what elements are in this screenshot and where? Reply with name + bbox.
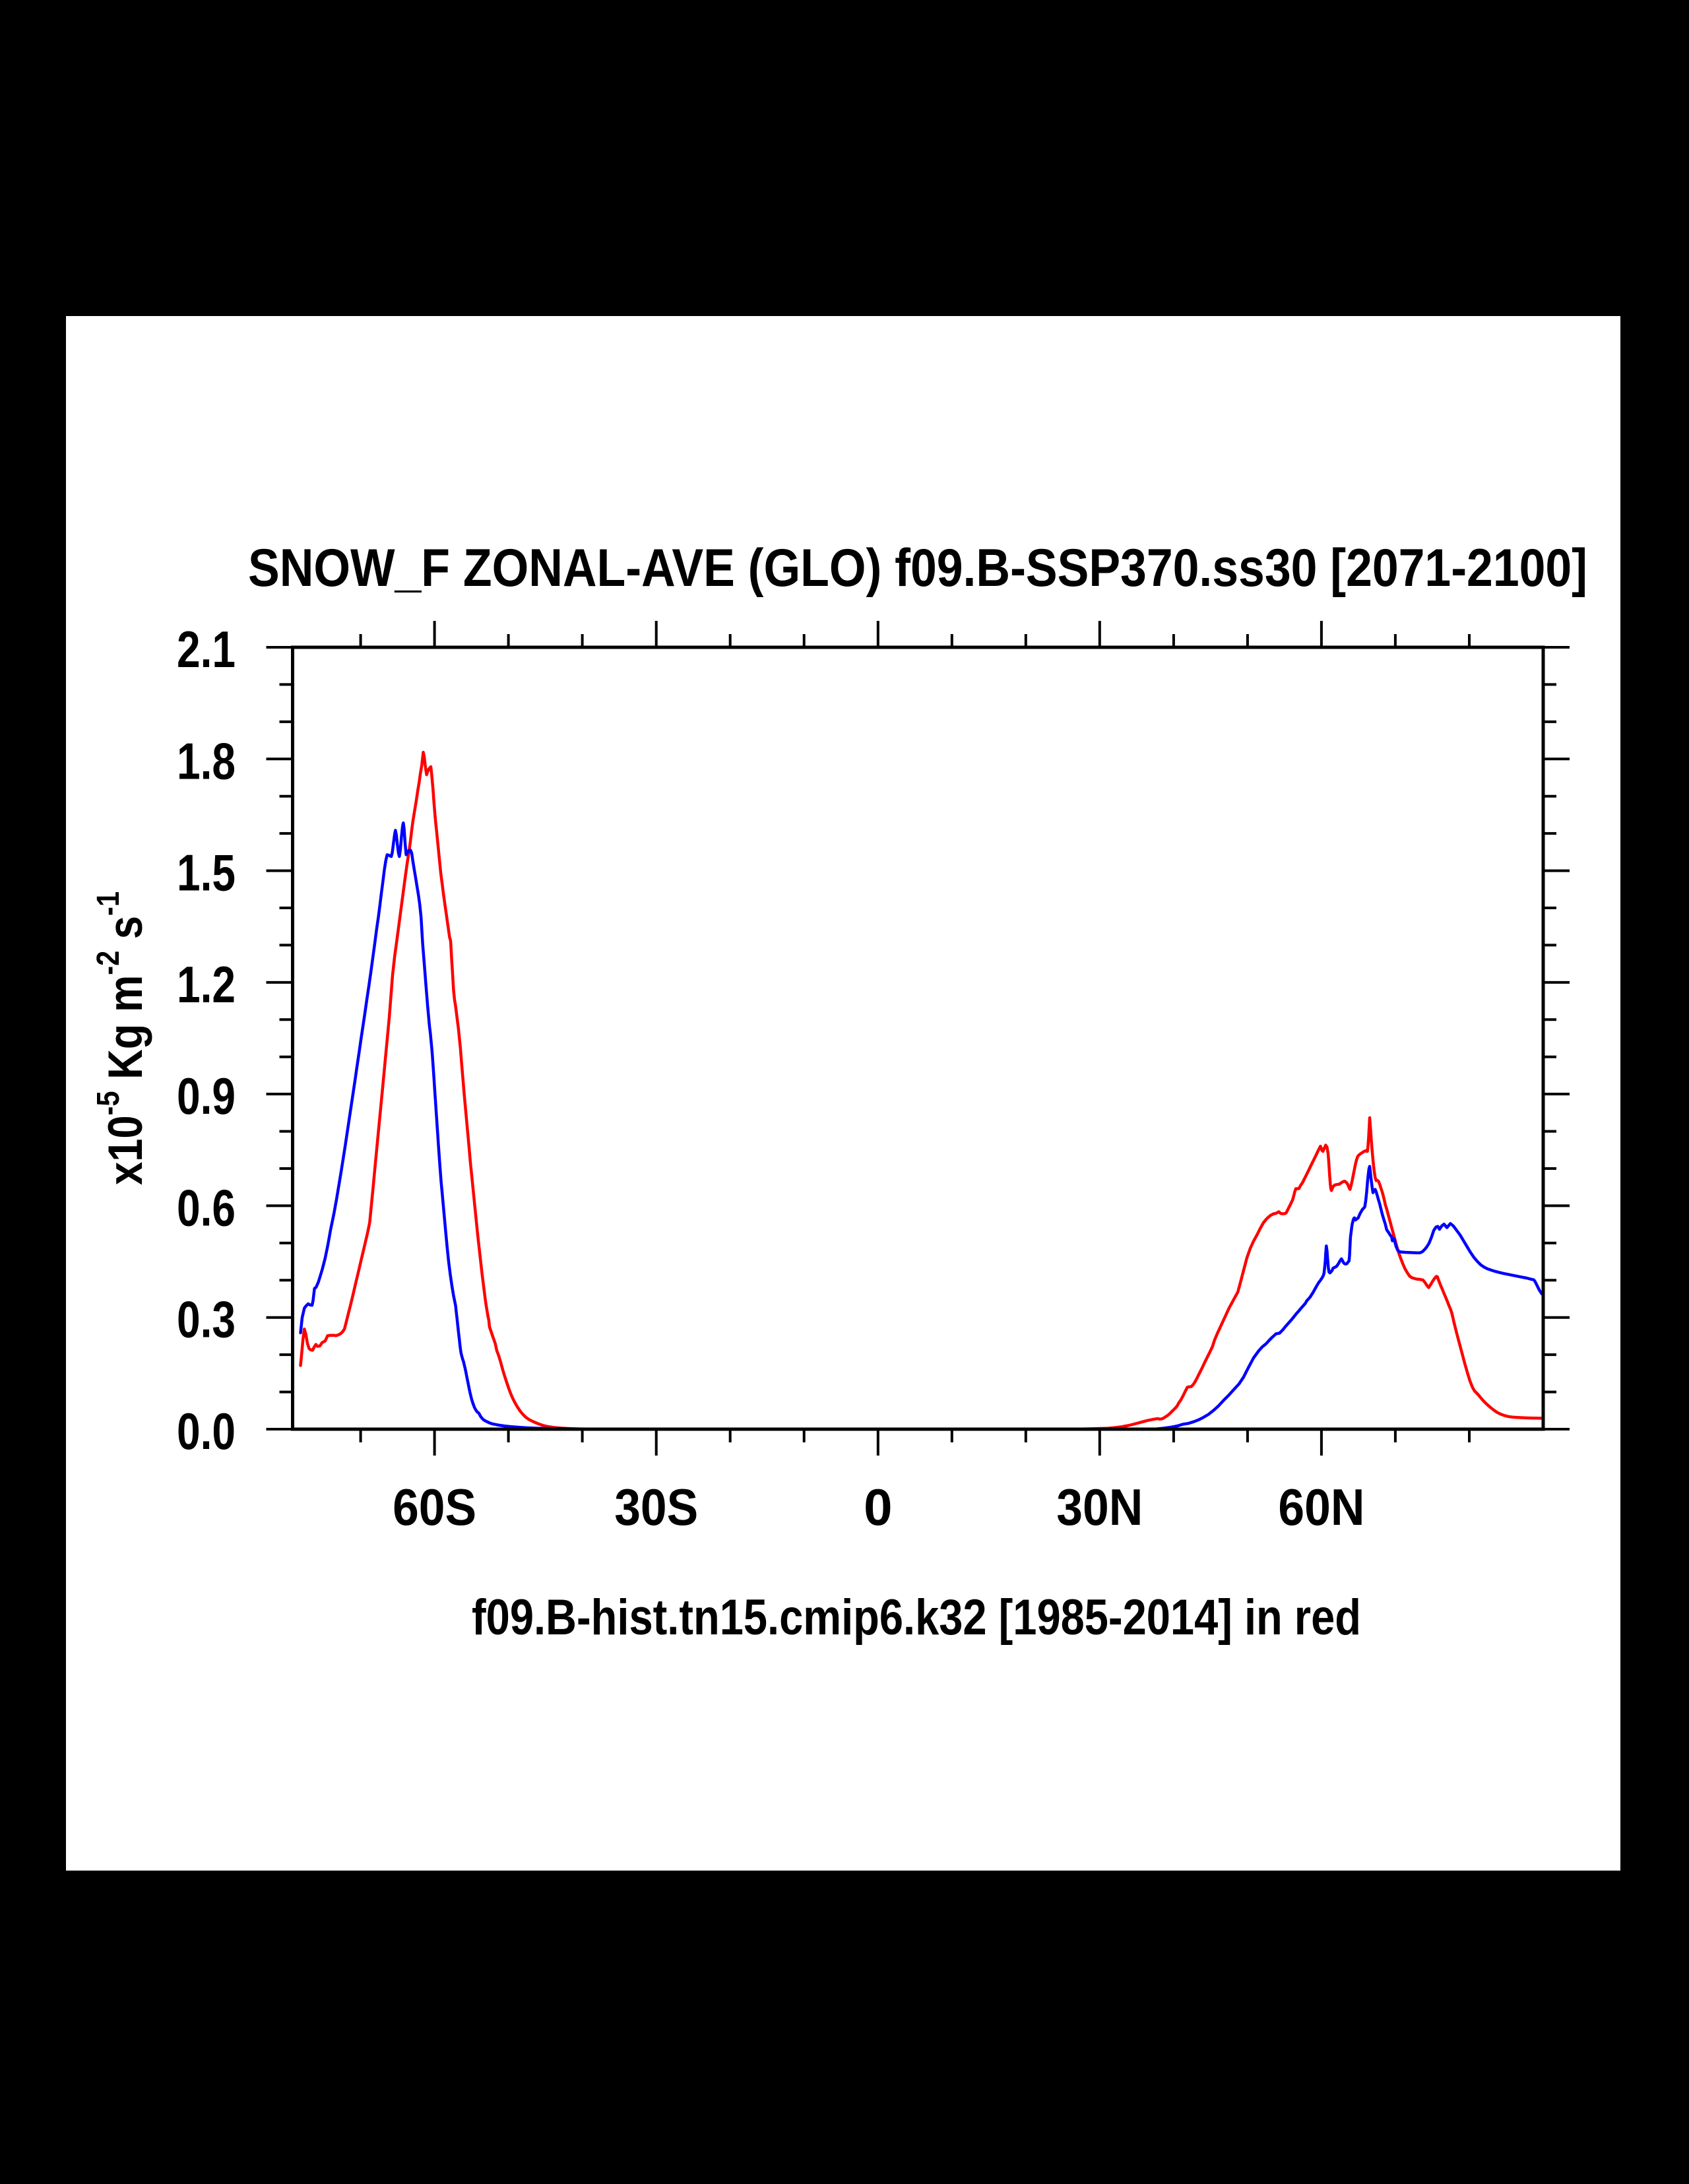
svg-text:1.5: 1.5 (177, 844, 236, 902)
svg-text:SNOW_F ZONAL-AVE (GLO) f09.B-S: SNOW_F ZONAL-AVE (GLO) f09.B-SSP370.ss30… (248, 538, 1587, 598)
svg-text:0.0: 0.0 (177, 1402, 236, 1460)
svg-text:30N: 30N (1056, 1478, 1143, 1536)
svg-text:0: 0 (864, 1478, 892, 1536)
svg-text:1.8: 1.8 (177, 732, 236, 790)
svg-text:2.1: 2.1 (177, 620, 236, 678)
svg-text:30S: 30S (614, 1478, 698, 1536)
svg-text:60S: 60S (393, 1478, 476, 1536)
svg-text:0.6: 0.6 (177, 1178, 236, 1237)
svg-text:60N: 60N (1278, 1478, 1364, 1536)
svg-text:x10-5 Kg m-2 s-1: x10-5 Kg m-2 s-1 (91, 891, 152, 1185)
svg-text:0.3: 0.3 (177, 1291, 236, 1349)
svg-text:0.9: 0.9 (177, 1067, 236, 1125)
svg-text:f09.B-hist.tn15.cmip6.k32 [198: f09.B-hist.tn15.cmip6.k32 [1985-2014] in… (472, 1590, 1361, 1646)
svg-text:1.2: 1.2 (177, 955, 236, 1013)
